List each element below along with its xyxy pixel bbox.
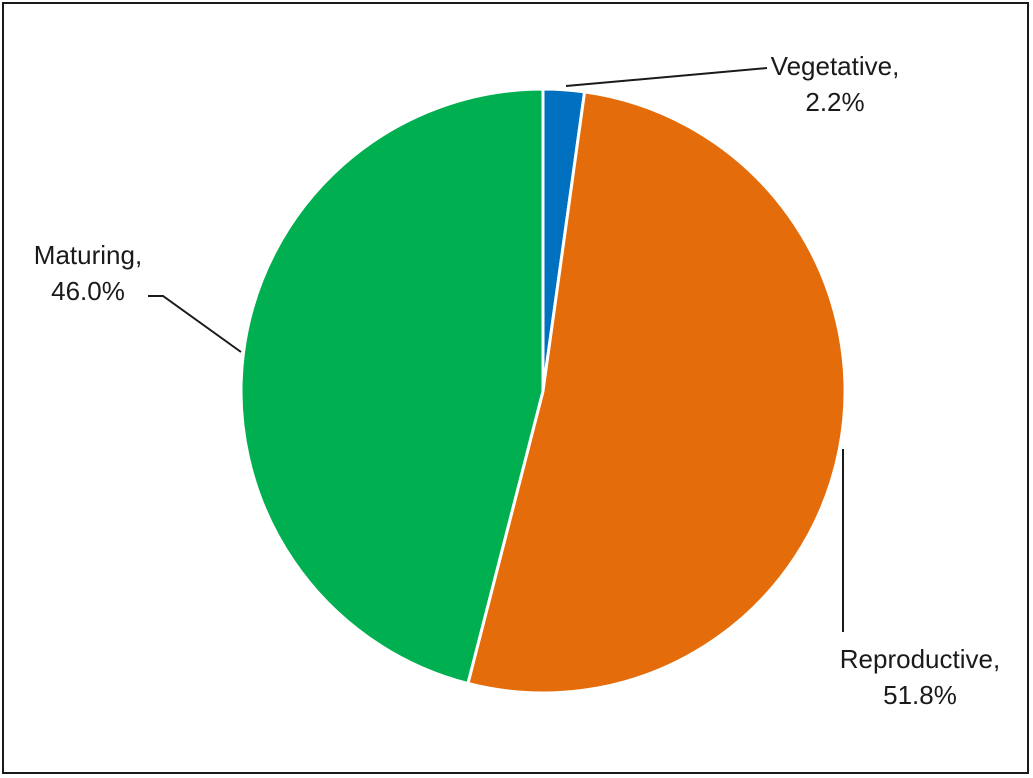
pie-slice-maturing (239, 87, 545, 686)
leader-line-maturing (148, 295, 242, 353)
data-label-reproductive-value: 51.8% (883, 680, 957, 710)
data-label-maturing-name: Maturing, (34, 240, 142, 270)
data-label-vegetative-name: Vegetative, (771, 51, 900, 81)
data-label-maturing-value: 46.0% (51, 276, 125, 306)
pie-slices (239, 87, 847, 695)
leader-line-vegetative (565, 67, 768, 87)
data-label-vegetative-value: 2.2% (805, 87, 864, 117)
data-labels: Vegetative, 2.2% Reproductive, 51.8% Maturin… (34, 51, 1000, 710)
leader-lines (148, 67, 844, 632)
pie-slice-reproductive (466, 90, 847, 695)
data-label-reproductive-name: Reproductive, (840, 644, 1000, 674)
